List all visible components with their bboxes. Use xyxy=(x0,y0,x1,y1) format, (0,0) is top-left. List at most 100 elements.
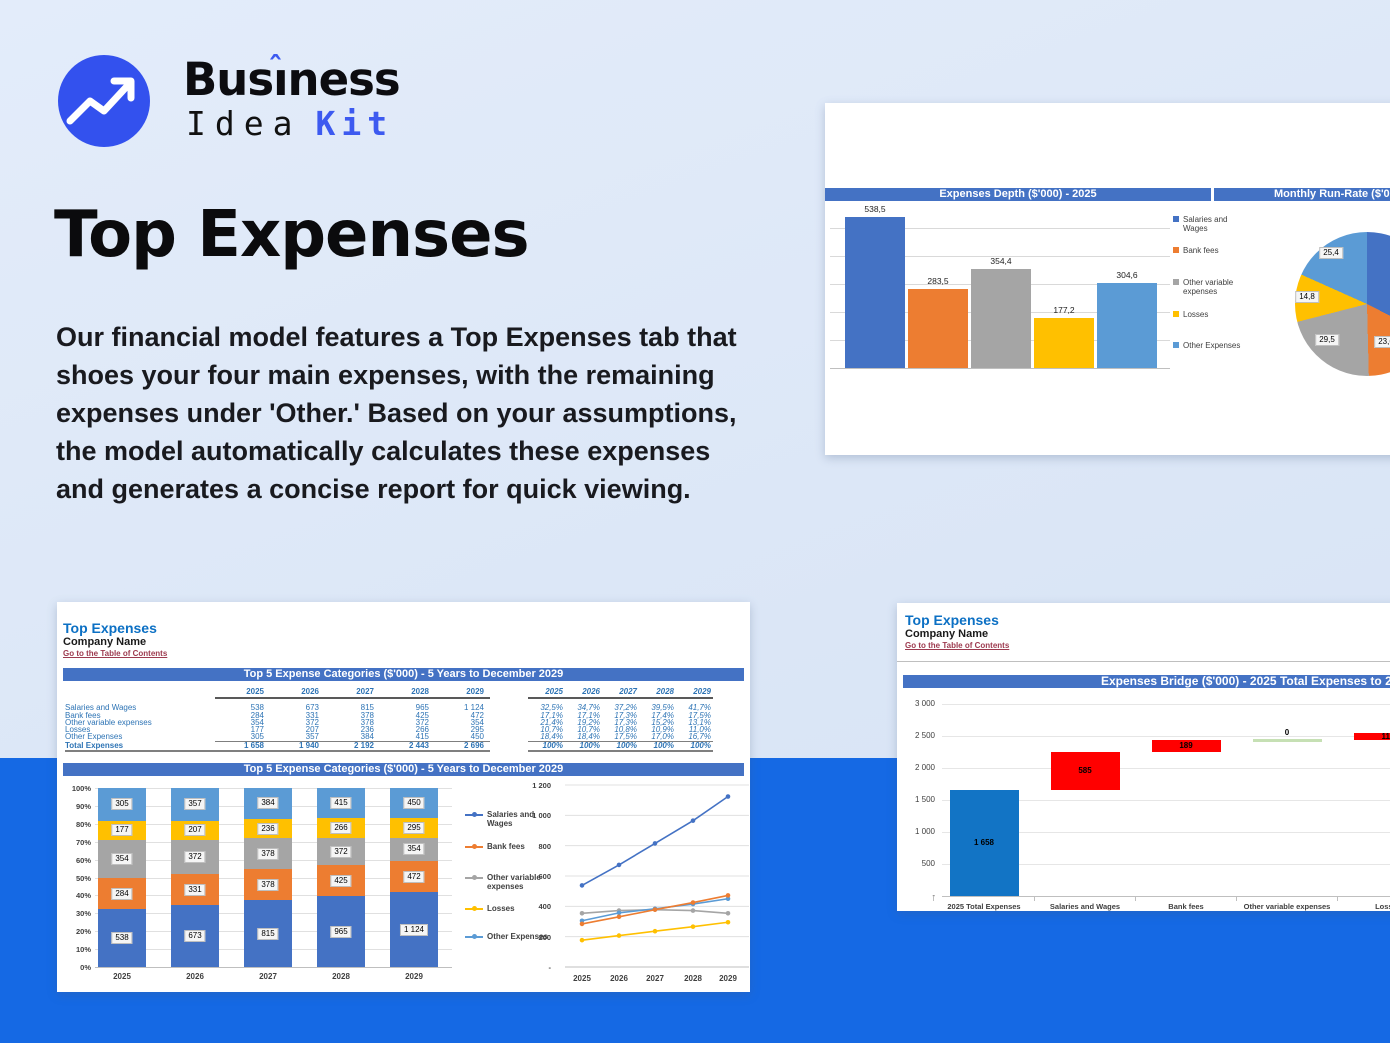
table-cell: 266 xyxy=(415,725,429,735)
y-axis-label: 20% xyxy=(75,927,91,937)
segment-label: 305 xyxy=(111,798,133,811)
legend-swatch xyxy=(1173,279,1179,285)
data-point xyxy=(579,937,585,943)
table-cell: 100% xyxy=(639,741,676,753)
sheet-title: Top Expenses xyxy=(905,612,999,628)
gridline xyxy=(942,704,1390,705)
legend-label: Bank fees xyxy=(487,842,525,851)
axis-tick xyxy=(1034,896,1035,901)
depth-bar xyxy=(845,217,905,368)
depth-bar xyxy=(1034,318,1094,368)
legend-item: Salaries and Wages xyxy=(1173,215,1251,233)
x-axis-label: 2026 xyxy=(186,972,204,981)
axis-tick xyxy=(933,896,934,901)
data-point xyxy=(652,928,658,934)
gridline xyxy=(942,832,1390,833)
waterfall-bar-label: 189 xyxy=(1179,741,1193,751)
gridline xyxy=(942,800,1390,801)
expenses-bridge-chart: 3 000 2 500 2 000 1 500 1 000 500 - 1 658 2025 T… xyxy=(897,603,1390,911)
waterfall-bar xyxy=(1353,732,1390,741)
table-cell: 100% xyxy=(602,741,639,753)
legend-label: Losses xyxy=(1183,310,1209,319)
expenses-depth-header: Expenses Depth ($'000) - 2025 xyxy=(825,188,1211,201)
data-point xyxy=(616,910,622,916)
segment-label: 815 xyxy=(257,927,279,940)
gridline xyxy=(830,255,1170,257)
table-cell: 673 xyxy=(305,703,319,713)
legend-line-marker xyxy=(465,904,483,913)
legend-line-marker xyxy=(465,842,483,851)
top5-chart-legend: Salaries and Wages Bank fees Other variabl… xyxy=(57,602,750,992)
run-rate-card: Expenses Depth ($'000) - 2025 Monthly Ru… xyxy=(825,103,1390,455)
data-point xyxy=(579,883,585,888)
data-point xyxy=(616,933,622,938)
legend-item: Losses xyxy=(465,904,557,913)
y-axis-label: - xyxy=(548,963,552,972)
table-of-contents-link[interactable]: Go to the Table of Contents xyxy=(63,649,168,658)
x-axis-label: Other variable expenses xyxy=(1243,902,1331,911)
y-axis-label: 10% xyxy=(75,945,91,955)
table-cell: 295 xyxy=(470,725,484,735)
table-cell: 2 696 xyxy=(435,741,490,753)
table-cell: 1 940 xyxy=(270,741,325,753)
legend-line-marker xyxy=(465,873,483,882)
y-axis-label: 80% xyxy=(75,819,91,829)
segment-label: 378 xyxy=(257,847,279,860)
waterfall-bar-label: 585 xyxy=(1078,766,1092,776)
table-cell: 2027 xyxy=(602,687,639,700)
table-cell: 1 124 xyxy=(463,703,484,713)
table-of-contents-link[interactable]: Go to the Table of Contents xyxy=(905,641,1010,650)
legend-label: Losses xyxy=(487,904,515,913)
table-cell: 2025 xyxy=(215,687,270,700)
table-cell: 37,2% xyxy=(614,703,637,713)
legend-label: Salaries and Wages xyxy=(487,810,535,828)
x-axis-label: 2028 xyxy=(332,972,350,981)
table-cell: Bank fees xyxy=(65,710,101,720)
waterfall-bar-label: 118 xyxy=(1381,731,1390,741)
data-point xyxy=(616,914,622,920)
waterfall-bar-label: 1 658 xyxy=(973,837,995,847)
segment-label: 372 xyxy=(330,845,352,858)
y-axis-label: 3 000 xyxy=(914,699,935,708)
data-point xyxy=(725,794,731,799)
legend-item: Other variable expenses xyxy=(465,873,557,891)
legend-swatch xyxy=(1173,311,1179,317)
table-cell: Salaries and Wages xyxy=(65,703,137,713)
segment-label: 673 xyxy=(184,929,206,942)
table-cell: Total Expenses xyxy=(65,741,215,753)
legend-item: Bank fees xyxy=(1173,246,1251,255)
y-axis-label: 1 000 xyxy=(532,811,551,821)
depth-bar xyxy=(1097,282,1157,368)
table-cell: 17,3% xyxy=(614,710,637,720)
table-cell: Other variable expenses xyxy=(65,717,152,727)
table-cell: 17,5% xyxy=(602,733,639,742)
table-cell: 2028 xyxy=(639,687,676,700)
legend-item: Salaries and Wages xyxy=(465,810,557,828)
sheet-title: Top Expenses xyxy=(63,620,157,636)
bridge-card: Top Expenses Company Name Go to the Tabl… xyxy=(897,603,1390,911)
table-cell: 10,8% xyxy=(614,725,637,735)
table-cell: 372 xyxy=(305,717,319,727)
data-point xyxy=(690,924,696,929)
y-axis-label: 90% xyxy=(75,801,91,811)
segment-label: 177 xyxy=(111,824,133,837)
y-axis-label: 600 xyxy=(538,872,551,881)
segment-label: 295 xyxy=(403,821,425,834)
table-cell: 1 658 xyxy=(215,741,270,753)
brand-kit: Kit xyxy=(315,104,394,143)
legend-item: Other variable expenses xyxy=(1173,278,1251,296)
data-point xyxy=(725,911,731,916)
data-point xyxy=(579,911,585,916)
segment-label: 354 xyxy=(111,853,133,866)
x-axis-label: 2027 xyxy=(646,974,664,983)
table-cell: 354 xyxy=(470,717,484,727)
table-cell: 2026 xyxy=(565,687,602,700)
y-axis-label: 800 xyxy=(538,841,551,851)
table-cell: 21,4% xyxy=(540,717,563,727)
segment-label: 450 xyxy=(403,796,425,809)
table-cell: 17,1% xyxy=(540,710,563,720)
expenses-depth-legend: Salaries and Wages Bank fees Other variabl… xyxy=(825,103,1390,455)
segment-label: 207 xyxy=(184,824,206,837)
axis-tick xyxy=(1236,896,1237,901)
top5-chart-header: Top 5 Expense Categories ($'000) - 5 Yea… xyxy=(63,763,744,776)
